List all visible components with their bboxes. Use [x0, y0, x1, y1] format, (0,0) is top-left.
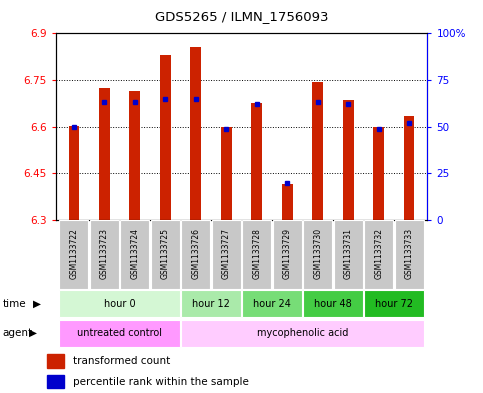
Bar	[47, 375, 64, 388]
Text: untreated control: untreated control	[77, 328, 162, 338]
Bar	[395, 220, 424, 289]
Text: ▶: ▶	[29, 328, 38, 338]
Bar	[221, 127, 231, 220]
Text: hour 72: hour 72	[375, 299, 413, 309]
Bar	[404, 116, 414, 220]
Bar	[334, 220, 363, 289]
Bar	[69, 126, 79, 220]
Bar	[181, 290, 241, 317]
Text: hour 12: hour 12	[192, 299, 230, 309]
Bar	[303, 290, 363, 317]
Text: hour 24: hour 24	[253, 299, 291, 309]
Text: GSM1133733: GSM1133733	[405, 228, 413, 279]
Bar	[313, 82, 323, 220]
Bar	[90, 220, 119, 289]
Text: hour 48: hour 48	[314, 299, 352, 309]
Bar	[151, 220, 180, 289]
Bar	[373, 127, 384, 220]
Bar	[181, 320, 424, 347]
Bar	[99, 88, 110, 220]
Text: GSM1133729: GSM1133729	[283, 228, 292, 279]
Bar	[252, 103, 262, 220]
Text: GSM1133728: GSM1133728	[252, 228, 261, 279]
Bar	[364, 290, 424, 317]
Bar	[212, 220, 241, 289]
Text: GSM1133726: GSM1133726	[191, 228, 200, 279]
Text: hour 0: hour 0	[104, 299, 135, 309]
Text: time: time	[2, 299, 26, 309]
Bar	[303, 220, 332, 289]
Bar	[272, 220, 302, 289]
Text: transformed count: transformed count	[72, 356, 170, 366]
Bar	[47, 354, 64, 368]
Bar	[242, 220, 271, 289]
Text: GSM1133727: GSM1133727	[222, 228, 231, 279]
Bar	[59, 320, 180, 347]
Text: GSM1133723: GSM1133723	[100, 228, 109, 279]
Text: GSM1133732: GSM1133732	[374, 228, 383, 279]
Text: percentile rank within the sample: percentile rank within the sample	[72, 377, 249, 387]
Text: GSM1133722: GSM1133722	[70, 228, 78, 279]
Text: GDS5265 / ILMN_1756093: GDS5265 / ILMN_1756093	[155, 10, 328, 23]
Text: mycophenolic acid: mycophenolic acid	[257, 328, 348, 338]
Bar	[59, 290, 180, 317]
Bar	[160, 55, 170, 220]
Bar	[242, 290, 302, 317]
Bar	[364, 220, 393, 289]
Bar	[282, 184, 293, 220]
Bar	[120, 220, 149, 289]
Bar	[59, 220, 88, 289]
Bar	[129, 91, 140, 220]
Text: agent: agent	[2, 328, 32, 338]
Text: ▶: ▶	[33, 299, 41, 309]
Bar	[181, 220, 211, 289]
Text: GSM1133724: GSM1133724	[130, 228, 139, 279]
Bar	[343, 100, 354, 220]
Bar	[190, 48, 201, 220]
Text: GSM1133730: GSM1133730	[313, 228, 322, 279]
Text: GSM1133725: GSM1133725	[161, 228, 170, 279]
Text: GSM1133731: GSM1133731	[344, 228, 353, 279]
